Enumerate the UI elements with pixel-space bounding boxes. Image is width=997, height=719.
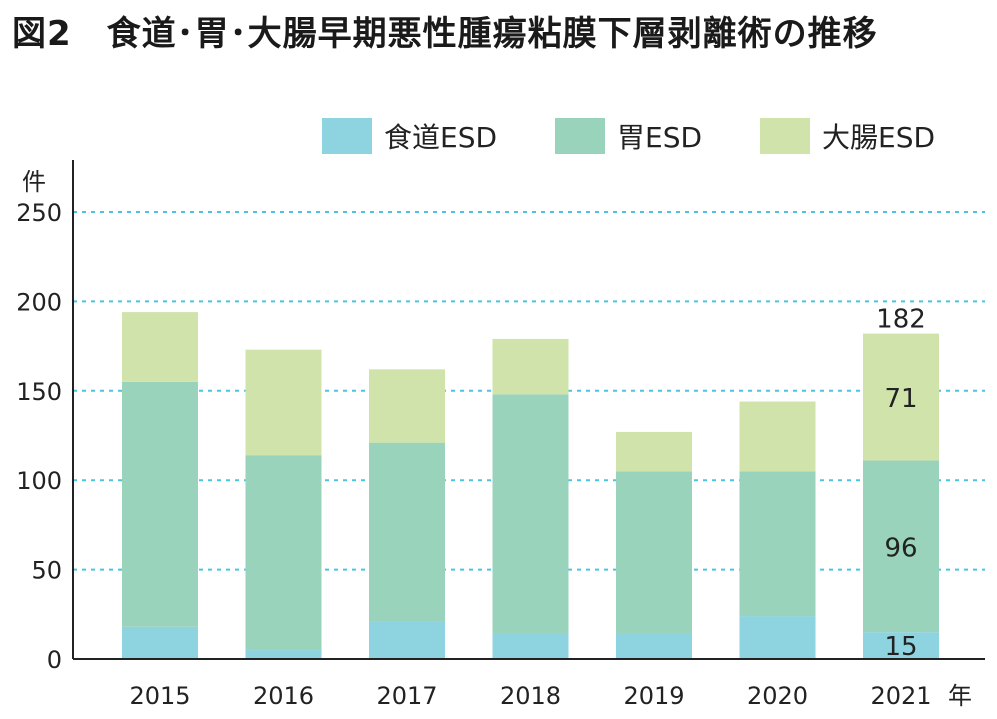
axes: [72, 160, 985, 660]
data-label: 182: [876, 305, 926, 335]
bar-2015-series-1: [122, 626, 198, 659]
legend-swatch: [760, 118, 810, 154]
legend-swatch: [322, 118, 372, 154]
x-tick-label: 2020: [747, 682, 808, 710]
data-labels: 15 96 71 182: [876, 305, 926, 662]
bar-2020-series-2: [739, 471, 816, 617]
y-axis-unit-label: 件: [22, 168, 46, 196]
data-label: 71: [884, 384, 917, 414]
y-tick-label: 100: [16, 467, 62, 495]
x-tick-label: 2016: [253, 682, 314, 710]
bar-2020-series-3: [739, 401, 816, 472]
gridlines: [73, 211, 985, 571]
x-axis-unit-label: 年: [948, 682, 972, 710]
bar-2019-series-3: [616, 431, 692, 472]
bar-2017-series-1: [369, 621, 445, 659]
bar-2021-series-1: [863, 632, 939, 659]
page-title: 図2 食道･胃･大腸早期悪性腫瘍粘膜下層剥離術の推移: [12, 14, 878, 54]
bar-2018-series-3: [492, 338, 569, 395]
bar-2016-series-2: [245, 455, 322, 651]
bar-2021-series-2: [863, 460, 939, 633]
bars: [122, 312, 939, 659]
bar-2019-series-2: [616, 471, 692, 634]
y-tick-label: 50: [31, 557, 62, 585]
legend-label: 食道ESD: [384, 121, 497, 154]
bar-2019-series-1: [616, 633, 692, 659]
y-tick-label: 0: [47, 646, 62, 674]
bar-2015-series-3: [122, 312, 198, 382]
bar-2017-series-3: [369, 369, 445, 443]
bar-2021-series-3: [863, 333, 939, 461]
x-tick-label: 2019: [623, 682, 684, 710]
bar-2016-series-1: [245, 650, 322, 659]
x-tick-label: 2015: [129, 682, 190, 710]
x-tick-label: 2021: [870, 682, 931, 710]
bar-2020-series-1: [739, 616, 816, 659]
bar-2017-series-2: [369, 442, 445, 622]
bar-2018-series-1: [492, 633, 569, 659]
y-tick-label: 200: [16, 288, 62, 316]
y-tick-labels: 0 50 100 150 200 250: [16, 199, 62, 674]
x-tick-label: 2018: [500, 682, 561, 710]
legend-label: 大腸ESD: [822, 121, 935, 154]
legend: 食道ESD 胃ESD 大腸ESD: [322, 118, 935, 154]
x-tick-label: 2017: [376, 682, 437, 710]
x-tick-labels: 2015 2016 2017 2018 2019 2020 2021: [129, 682, 931, 710]
bar-2015-series-2: [122, 381, 198, 627]
legend-swatch: [555, 118, 605, 154]
bar-2016-series-3: [245, 349, 322, 456]
y-tick-label: 250: [16, 199, 62, 227]
bar-2018-series-2: [492, 394, 569, 634]
data-label: 15: [884, 632, 917, 662]
data-label: 96: [884, 533, 917, 563]
legend-label: 胃ESD: [617, 121, 702, 154]
y-tick-label: 150: [16, 378, 62, 406]
